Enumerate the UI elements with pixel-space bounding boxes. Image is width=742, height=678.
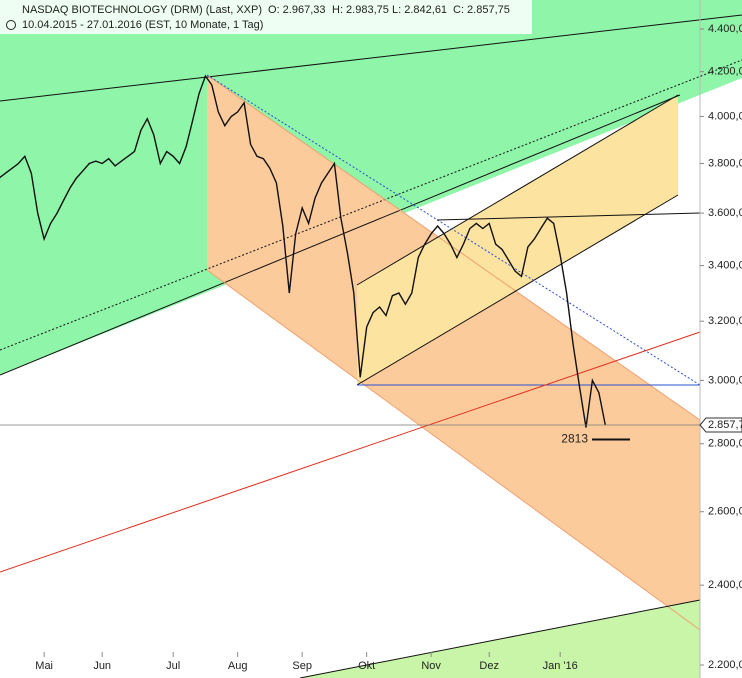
x-tick-label: Mai: [35, 660, 53, 672]
trend-line: [206, 74, 701, 386]
y-tick-label: 2.400,0: [708, 579, 742, 591]
y-tick-label: 2.800,0: [708, 438, 742, 450]
x-tick-label: Okt: [358, 660, 375, 672]
y-tick-label: 3.000,0: [708, 374, 742, 386]
y-tick-label: 3.600,0: [708, 207, 742, 219]
trend-line: [356, 194, 679, 386]
trend-line: [206, 74, 701, 421]
quote: H: 2.983,75: [332, 4, 389, 16]
price-line: [0, 74, 606, 428]
x-tick-label: Sep: [292, 660, 312, 672]
y-tick-label: 2.200,0: [708, 659, 742, 671]
trend-line: [0, 59, 742, 351]
last-price-tag: [699, 417, 742, 433]
orange-channel: [207, 75, 700, 630]
y-tick-label: 4.200,0: [708, 66, 742, 78]
chart-title: NASDAQ BIOTECHNOLOGY (DRM) (Last, XXP): [22, 4, 262, 16]
quote: O: 2.967,33: [268, 4, 326, 16]
trend-line: [299, 599, 701, 678]
x-tick-label: Nov: [421, 660, 441, 672]
green-channel: [0, 0, 742, 375]
clock-icon: [6, 20, 16, 30]
quote: C: 2.857,75: [453, 4, 510, 16]
y-tick-label: 2.600,0: [708, 506, 742, 518]
y-tick-label: 4.000,0: [708, 110, 742, 122]
x-tick-label: Dez: [479, 660, 499, 672]
x-tick-label: Jun: [93, 660, 111, 672]
annotation-label: 2813: [561, 432, 588, 446]
x-tick-label: Aug: [228, 660, 248, 672]
y-tick-label: 3.800,0: [708, 157, 742, 169]
y-tick-label: 3.400,0: [708, 259, 742, 271]
chart-subtitle: 10.04.2015 - 27.01.2016 (EST, 10 Monate,…: [22, 19, 263, 31]
trend-line: [206, 269, 701, 631]
last-price-label: 2.857,7: [708, 419, 742, 431]
x-tick-label: Jul: [166, 660, 180, 672]
y-tick-label: 4.400,0: [708, 23, 742, 35]
quote: L: 2.842,61: [392, 4, 447, 16]
header-bg: [0, 0, 532, 34]
trend-line: [0, 94, 681, 376]
trend-line: [0, 331, 701, 573]
trend-line: [356, 94, 679, 286]
x-tick-label: Jan '16: [543, 660, 578, 672]
yellow-channel: [357, 95, 678, 385]
trend-line: [436, 212, 701, 221]
trend-line: [0, 14, 742, 102]
y-tick-label: 3.200,0: [708, 315, 742, 327]
